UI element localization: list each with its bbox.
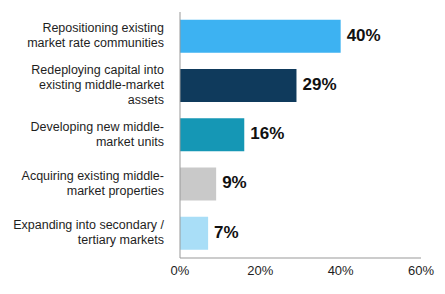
svg-text:29%: 29% [302,75,336,94]
svg-text:16%: 16% [250,124,284,143]
svg-text:0%: 0% [171,263,190,278]
svg-text:60%: 60% [408,263,434,278]
svg-text:40%: 40% [347,26,381,45]
svg-text:Acquiring existing middle-mark: Acquiring existing middle-market propert… [22,169,164,198]
svg-text:20%: 20% [247,263,273,278]
svg-text:7%: 7% [214,223,239,242]
svg-text:Developing new middle-market u: Developing new middle-market units [31,120,164,149]
svg-text:40%: 40% [328,263,354,278]
svg-text:Repositioning existingmarket r: Repositioning existingmarket rate commun… [27,21,164,50]
svg-text:Redeploying capital intoexisti: Redeploying capital intoexisting middle-… [31,63,164,107]
svg-text:9%: 9% [222,173,247,192]
svg-text:Expanding into secondary /tert: Expanding into secondary /tertiary marke… [13,218,164,247]
